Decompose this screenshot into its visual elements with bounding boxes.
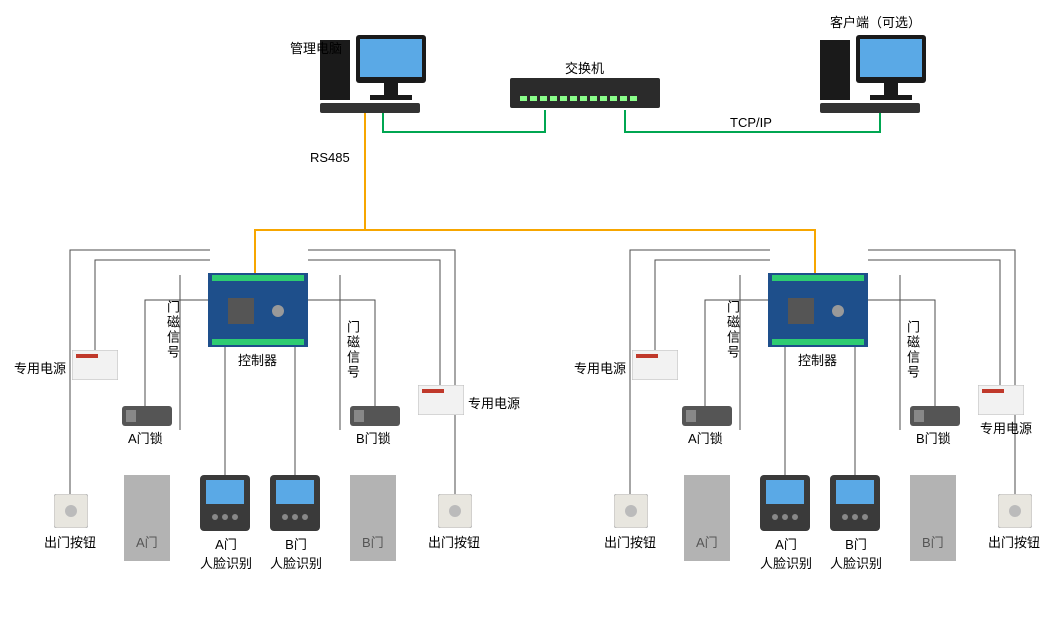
psu-label-rl: 专用电源 [574, 358, 626, 377]
b-lock-label-l: B门锁 [356, 428, 391, 447]
mgmt-pc-label: 管理电脑 [290, 38, 342, 57]
client-pc-label: 客户端（可选） [830, 12, 921, 31]
psu-icon [418, 385, 464, 415]
a-face-label-r: A门 人脸识别 [760, 534, 812, 572]
face-reader-icon [830, 475, 880, 531]
door-sensor-a-l: 门磁信号 [163, 300, 182, 360]
a-face-label-l: A门 人脸识别 [200, 534, 252, 572]
face-reader-icon [760, 475, 810, 531]
b-face-label-r: B门 人脸识别 [830, 534, 882, 572]
b-door-label-r: B门 [922, 532, 944, 551]
controller-icon [208, 273, 308, 347]
b-door-label-l: B门 [362, 532, 384, 551]
a-lock-label-l: A门锁 [128, 428, 163, 447]
exit-button-icon [614, 494, 648, 528]
b-lock-label-r: B门锁 [916, 428, 951, 447]
client-pc-icon [820, 35, 930, 115]
exit-btn-label-ll: 出门按钮 [44, 532, 96, 551]
exit-button-icon [998, 494, 1032, 528]
diagram-canvas: 管理电脑 交换机 客户端（可选） TCP/IP RS485 控制器 门磁信号 门… [0, 0, 1050, 627]
exit-button-icon [438, 494, 472, 528]
lock-icon [350, 406, 400, 426]
switch-icon [510, 78, 660, 112]
psu-icon [978, 385, 1024, 415]
exit-btn-label-lr: 出门按钮 [428, 532, 480, 551]
psu-label-ll: 专用电源 [14, 358, 66, 377]
door-sensor-b-r: 门磁信号 [903, 320, 922, 380]
face-reader-icon [200, 475, 250, 531]
tcp-ip-label: TCP/IP [730, 115, 772, 130]
lock-icon [122, 406, 172, 426]
psu-icon [632, 350, 678, 380]
psu-icon [72, 350, 118, 380]
controller-icon [768, 273, 868, 347]
lock-icon [910, 406, 960, 426]
controller-label-r: 控制器 [798, 350, 837, 369]
switch-label: 交换机 [565, 58, 604, 77]
exit-btn-label-rl: 出门按钮 [604, 532, 656, 551]
door-sensor-b-l: 门磁信号 [343, 320, 362, 380]
b-face-label-l: B门 人脸识别 [270, 534, 322, 572]
exit-button-icon [54, 494, 88, 528]
face-reader-icon [270, 475, 320, 531]
a-door-label-l: A门 [136, 532, 158, 551]
door-sensor-a-r: 门磁信号 [723, 300, 742, 360]
rs485-label: RS485 [310, 150, 350, 165]
lock-icon [682, 406, 732, 426]
psu-label-rr: 专用电源 [980, 418, 1032, 437]
exit-btn-label-rr: 出门按钮 [988, 532, 1040, 551]
a-lock-label-r: A门锁 [688, 428, 723, 447]
a-door-label-r: A门 [696, 532, 718, 551]
psu-label-lr: 专用电源 [468, 393, 520, 412]
controller-label-l: 控制器 [238, 350, 277, 369]
